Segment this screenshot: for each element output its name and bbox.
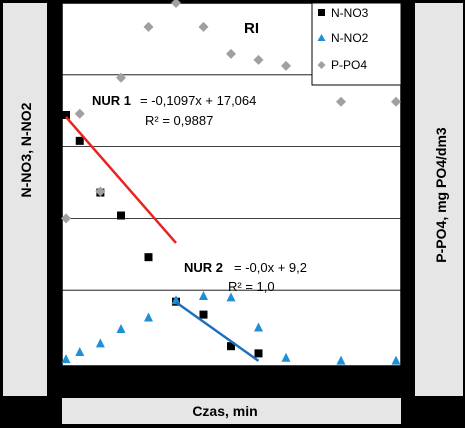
point-p-po4: [391, 96, 401, 107]
point-p-po4: [253, 54, 264, 65]
nur1-annotation: NUR 1 = -0,1097x + 17,064 R² = 0,9887: [92, 93, 256, 128]
point-n-no2: [254, 322, 263, 332]
point-p-po4: [198, 21, 209, 32]
point-n-no3: [117, 211, 125, 220]
point-p-po4: [116, 72, 126, 83]
y-axis-title-right: P-PO4, mg PO4/dm3: [433, 127, 449, 263]
chart-marks: [61, 0, 401, 365]
legend-n-no2-label: N-NO2: [331, 31, 369, 45]
legend-n-no3-label: N-NO3: [331, 6, 369, 20]
point-n-no2: [226, 292, 236, 302]
nur1-equation: = -0,1097x + 17,064: [140, 93, 256, 108]
point-p-po4: [95, 186, 106, 197]
point-n-no2: [75, 346, 85, 356]
point-n-no3: [144, 253, 153, 262]
nur2-r2: R² = 1,0: [228, 279, 275, 294]
point-n-no2: [61, 354, 71, 364]
point-n-no3: [62, 111, 70, 120]
point-n-no2: [171, 295, 181, 305]
left-axis-label-panel: [3, 3, 47, 396]
point-n-no3: [227, 342, 235, 351]
x-axis-title: Czas, min: [192, 403, 257, 419]
point-n-no2: [144, 312, 153, 322]
point-n-no3: [254, 349, 263, 358]
point-p-po4: [61, 213, 71, 224]
plot-border: [61, 2, 402, 367]
nur2-label: NUR 2: [184, 260, 223, 275]
point-n-no2: [281, 352, 291, 362]
legend-n-no3-marker: [318, 9, 325, 16]
point-p-po4: [171, 0, 181, 8]
point-p-po4: [281, 60, 291, 71]
legend: N-NO3 N-NO2 P-PO4: [311, 2, 402, 86]
right-axis-label-panel: [415, 3, 463, 396]
nur1-label: NUR 1: [92, 93, 131, 108]
panel-label: RI: [244, 20, 259, 37]
point-n-no3: [199, 310, 208, 319]
point-p-po4: [336, 96, 346, 107]
point-n-no2: [199, 290, 208, 300]
point-n-no2: [95, 338, 105, 348]
trendlines: [65, 116, 260, 362]
trendline-nur-2: [175, 301, 260, 362]
legend-n-no2-marker: [317, 34, 326, 41]
point-n-no2: [116, 323, 126, 333]
point-p-po4: [143, 21, 154, 32]
trendline-nur-1: [65, 116, 177, 244]
legend-p-po4-label: P-PO4: [331, 58, 367, 72]
nur1-r2: R² = 0,9887: [145, 113, 213, 128]
x-axis-label-panel: [62, 398, 401, 424]
nur2-equation: = -0,0x + 9,2: [234, 260, 307, 275]
point-p-po4: [226, 48, 236, 59]
legend-p-po4-marker: [317, 61, 326, 69]
y-axis-title-left: N-NO3, N-NO2: [18, 102, 34, 197]
point-n-no3: [75, 136, 84, 145]
point-n-no2: [391, 355, 401, 365]
point-p-po4: [74, 108, 85, 119]
nur2-annotation: NUR 2 = -0,0x + 9,2 R² = 1,0: [184, 260, 307, 294]
legend-box: [311, 2, 402, 86]
point-n-no2: [336, 355, 346, 365]
